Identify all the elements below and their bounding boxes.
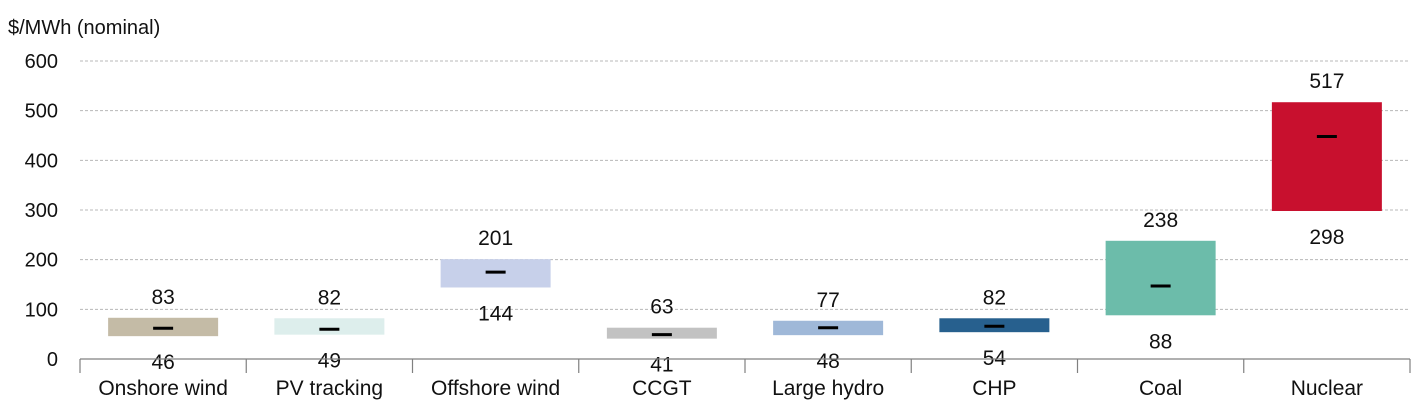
low-value-label: 49	[318, 350, 341, 373]
high-value-label: 238	[1143, 209, 1178, 232]
y-tick-label: 500	[25, 101, 58, 123]
category-label: Offshore wind	[431, 377, 560, 400]
low-value-label: 88	[1149, 330, 1172, 353]
category-label: Large hydro	[772, 377, 884, 400]
y-tick-label: 0	[47, 349, 58, 371]
y-tick-label: 100	[25, 299, 58, 321]
y-tick-label: 300	[25, 200, 58, 222]
category-label: Nuclear	[1291, 377, 1363, 400]
low-value-label: 41	[650, 354, 673, 377]
range-bar	[1105, 240, 1216, 316]
y-tick-label: 200	[25, 250, 58, 272]
high-value-label: 201	[478, 227, 513, 250]
low-value-label: 46	[151, 351, 174, 374]
category-label: Coal	[1139, 377, 1182, 400]
high-value-label: 63	[650, 296, 673, 319]
gridlines	[80, 60, 1410, 310]
y-axis-ticks: 0 100 200 300 400 500 600	[25, 51, 58, 371]
range-bar	[1271, 102, 1382, 211]
x-axis: Onshore wind PV tracking Offshore wind CCGT…	[79, 358, 1411, 400]
low-value-label: 144	[478, 302, 513, 325]
y-tick-label: 400	[25, 150, 58, 172]
high-value-label: 83	[151, 286, 174, 309]
category-label: CCGT	[632, 377, 692, 400]
range-bar	[274, 318, 385, 335]
category-label: PV tracking	[276, 377, 383, 400]
low-value-label: 48	[816, 350, 839, 373]
category-label: Onshore wind	[98, 377, 228, 400]
low-value-label: 298	[1309, 226, 1344, 249]
high-value-label: 82	[983, 286, 1006, 309]
high-value-label: 77	[816, 289, 839, 312]
high-value-label: 82	[318, 286, 341, 309]
category-label: CHP	[972, 377, 1016, 400]
y-axis-unit-label: $/MWh (nominal)	[8, 17, 160, 39]
high-value-label: 517	[1309, 70, 1344, 93]
y-tick-label: 600	[25, 51, 58, 73]
